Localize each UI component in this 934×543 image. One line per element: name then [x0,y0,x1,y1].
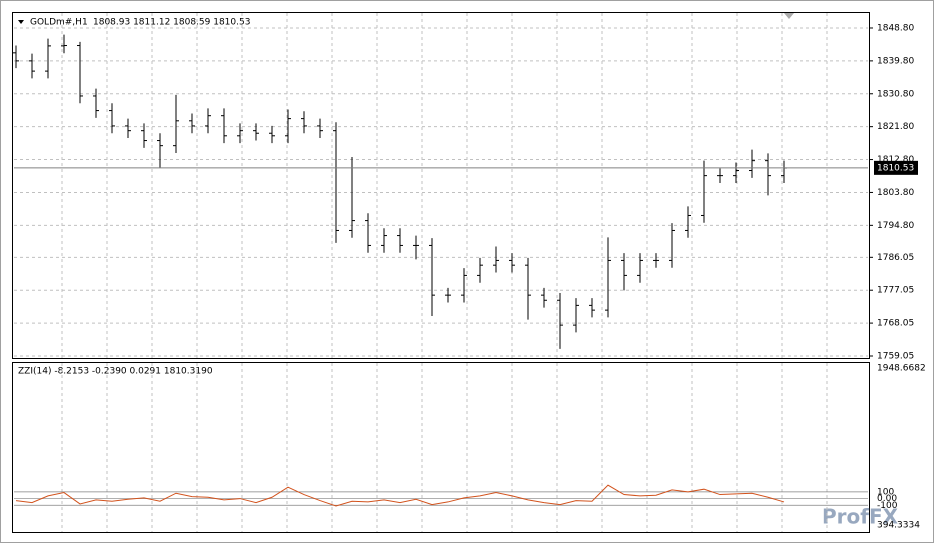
y-tick-label: 1812.80 [877,155,914,165]
ohlc-values: 1808.93 1811.12 1808.59 1810.53 [93,18,250,28]
symbol-title: GOLDm#,H1 [30,18,88,28]
y-tick-label: 1803.80 [877,188,914,198]
y-tick-label: 394.3334 [877,521,920,531]
indicator-line [15,484,785,507]
indicator-pane [12,362,870,533]
y-tick-label: 1777.05 [877,286,914,296]
y-tick-label: 1839.80 [877,56,914,66]
y-tick-label: -100 [877,501,898,511]
last-price-box [874,160,918,175]
last-price-label: 1810.53 [877,163,914,173]
price-pane [12,12,870,359]
y-tick-label: 1794.80 [877,221,914,231]
y-tick-label: 1948.6682 [877,364,926,374]
shift-marker [784,13,794,19]
menu-arrow [18,20,24,24]
indicator-title: ZZI(14) -8.2153 -0.2390 0.0291 1810.3190 [18,367,213,377]
y-tick-label: 1759.05 [877,351,914,361]
y-tick-label: 100 [877,487,894,497]
y-tick-label: 1768.05 [877,319,914,329]
y-tick-label: 1786.05 [877,253,914,263]
y-tick-label: 1830.80 [877,89,914,99]
y-tick-label: 0.00 [877,494,897,504]
y-tick-label: 1848.80 [877,23,914,33]
y-tick-label: 1821.80 [877,122,914,132]
watermark: ProfFX [822,505,899,529]
